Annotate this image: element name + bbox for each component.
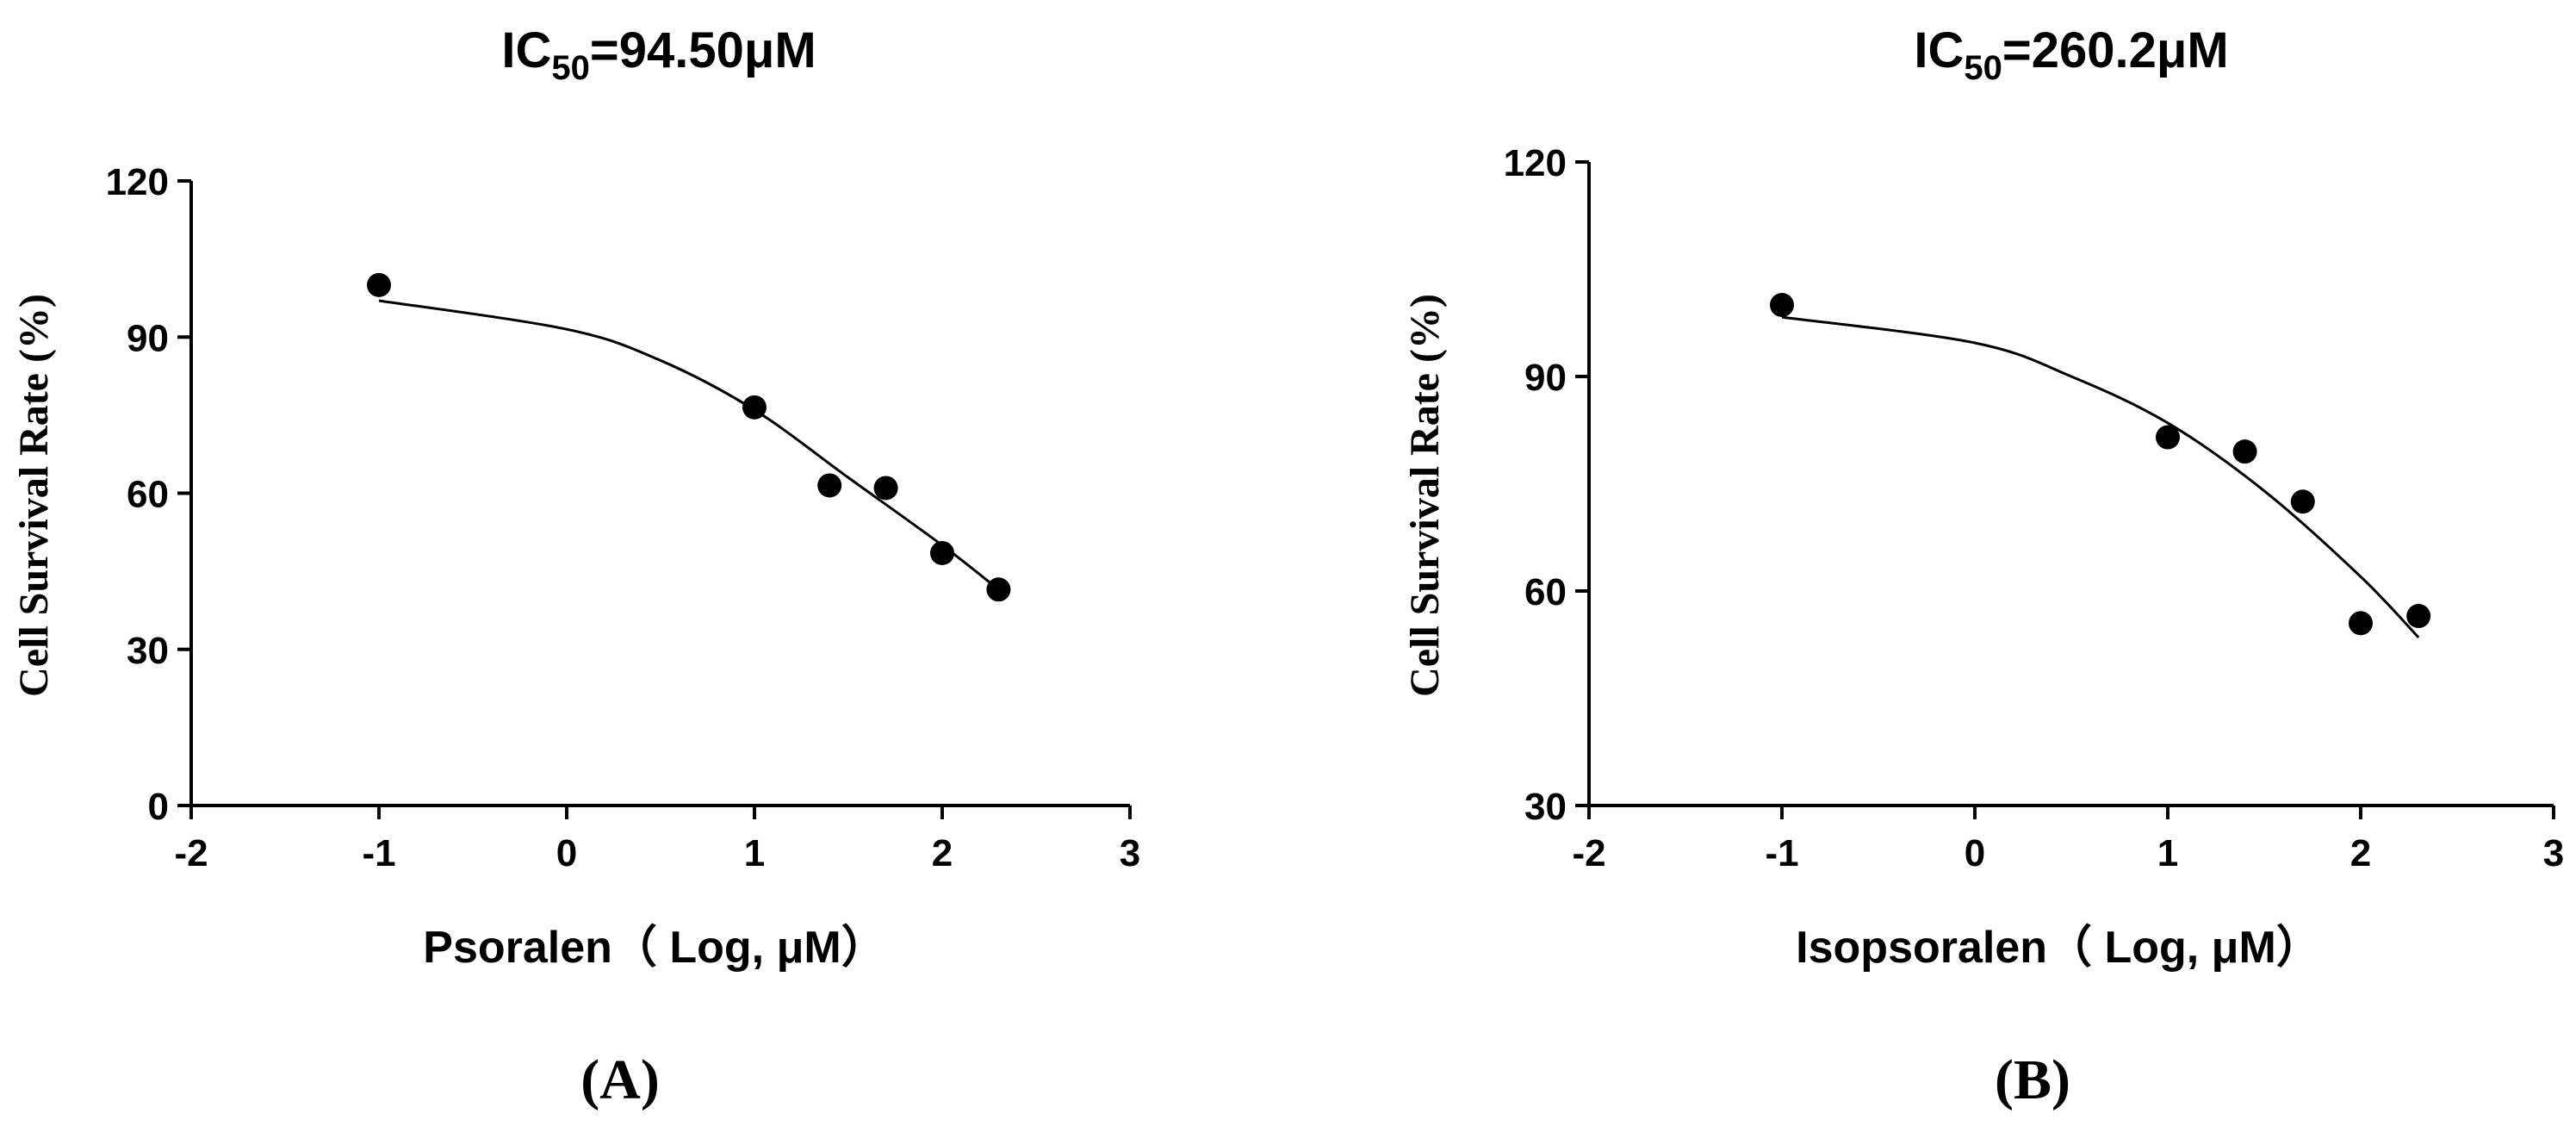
- x-tick-label: -2: [1572, 832, 1605, 874]
- x-tick-label: 3: [1120, 832, 1140, 874]
- data-point: [930, 540, 954, 565]
- y-tick-label: 120: [1504, 142, 1567, 184]
- x-tick-label: -1: [362, 832, 395, 874]
- x-axis-label-a: Psoralen（ Log, μM）: [423, 923, 885, 973]
- x-tick-label: 0: [1965, 832, 1985, 874]
- x-tick-label: 2: [2350, 832, 2371, 874]
- data-point: [2156, 425, 2180, 450]
- fit-curve-b: [1781, 315, 2420, 638]
- y-axis-b: 30 60 90 120: [1504, 142, 1591, 828]
- panel-label-a: (A): [580, 1048, 660, 1111]
- y-tick-label: 60: [127, 474, 169, 516]
- y-tick-label: 120: [106, 161, 169, 203]
- panel-b: IC50=260.2μM 30 60 90 120 -2 -1 0 1 2 3 Isopsora…: [1402, 22, 2564, 1111]
- y-axis-a: 0 30 60 90 120: [106, 161, 193, 828]
- y-tick-label: 0: [148, 786, 169, 828]
- x-tick-label: 1: [2157, 832, 2178, 874]
- panel-a: IC50=94.50μM 0 30 60 90 120 -2 -1 0 1 2 3 Psorale…: [11, 22, 1140, 1111]
- data-point: [742, 395, 767, 420]
- y-axis-label-a: Cell Survival Rate (%): [11, 294, 57, 697]
- chart-title-b: IC50=260.2μM: [1914, 22, 2228, 87]
- x-axis-b: -2 -1 0 1 2 3: [1572, 804, 2564, 874]
- chart-title-a: IC50=94.50μM: [501, 22, 816, 87]
- data-point: [1770, 293, 1794, 317]
- data-point: [2406, 604, 2431, 629]
- data-point: [2232, 439, 2257, 464]
- y-axis-label-b: Cell Survival Rate (%): [1402, 294, 1448, 697]
- x-axis-a: -2 -1 0 1 2 3: [174, 804, 1140, 874]
- data-points-a: [367, 272, 1011, 602]
- y-tick-label: 30: [127, 630, 169, 672]
- x-tick-label: 1: [744, 832, 765, 874]
- data-point: [2349, 611, 2373, 636]
- data-points-b: [1770, 293, 2431, 636]
- fit-curve-a: [378, 299, 1000, 591]
- data-point: [986, 577, 1011, 602]
- y-tick-label: 90: [127, 317, 169, 359]
- x-tick-label: 3: [2543, 832, 2564, 874]
- y-tick-label: 60: [1524, 571, 1567, 613]
- data-point: [873, 476, 898, 501]
- x-tick-label: 2: [932, 832, 953, 874]
- x-axis-label-b: Isopsoralen（ Log, μM）: [1796, 923, 2321, 973]
- y-tick-label: 30: [1524, 786, 1567, 828]
- x-tick-label: -1: [1765, 832, 1798, 874]
- y-tick-label: 90: [1524, 357, 1567, 399]
- data-point: [817, 473, 842, 498]
- panel-label-b: (B): [1995, 1048, 2070, 1111]
- x-tick-label: -2: [174, 832, 208, 874]
- x-tick-label: 0: [556, 832, 577, 874]
- data-point: [2290, 489, 2315, 514]
- data-point: [367, 272, 391, 297]
